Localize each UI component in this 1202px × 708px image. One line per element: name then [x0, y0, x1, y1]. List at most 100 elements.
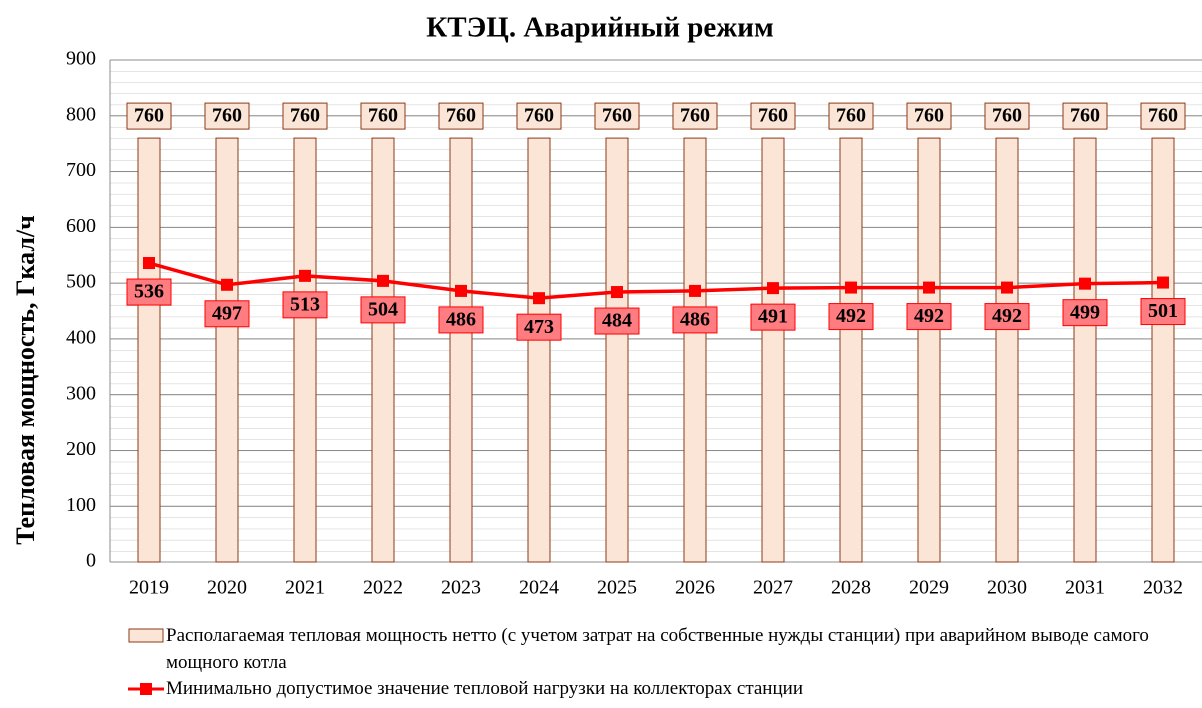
y-tick-label: 700: [66, 159, 96, 181]
data-label-box: [906, 102, 952, 130]
marker: [533, 292, 545, 305]
x-tick-label: 2026: [675, 577, 715, 599]
data-label: 513: [290, 293, 320, 315]
marker: [455, 284, 467, 297]
bar: [761, 137, 785, 563]
data-label: 760: [602, 105, 632, 127]
data-label: 760: [134, 105, 164, 127]
bar: [1151, 137, 1175, 563]
marker: [923, 281, 935, 294]
data-label-box: [360, 296, 406, 324]
bar: [449, 137, 473, 563]
bar: [995, 137, 1019, 563]
y-tick-label: 400: [66, 326, 96, 348]
marker: [1001, 281, 1013, 294]
data-label: 492: [914, 305, 944, 327]
data-label-box: [750, 303, 796, 331]
data-label: 760: [992, 105, 1022, 127]
data-label: 760: [368, 105, 398, 127]
data-label: 504: [368, 298, 398, 320]
data-label-box: [282, 102, 328, 130]
data-label: 760: [1148, 105, 1178, 127]
y-tick-label: 500: [66, 271, 96, 293]
data-label: 501: [1148, 300, 1178, 322]
minor-grid: [110, 60, 1202, 562]
data-label-box: [1062, 102, 1108, 130]
data-label: 760: [914, 105, 944, 127]
y-axis-label: Тепловая мощность, Гкал/ч: [11, 215, 40, 545]
x-tick-label: 2032: [1143, 577, 1183, 599]
bar: [1073, 137, 1097, 563]
bar: [371, 137, 395, 563]
data-label: 473: [524, 316, 554, 338]
data-label: 497: [212, 302, 242, 324]
data-label-box: [984, 102, 1030, 130]
bar: [293, 137, 317, 563]
x-tick-label: 2022: [363, 577, 403, 599]
data-label-box: [204, 102, 250, 130]
data-label: 760: [290, 105, 320, 127]
x-tick-label: 2031: [1065, 577, 1105, 599]
marker: [1079, 277, 1091, 290]
bar: [605, 137, 629, 563]
data-label-box: [438, 102, 484, 130]
data-label-box: [750, 102, 796, 130]
x-tick-label: 2028: [831, 577, 871, 599]
data-label-box: [1140, 102, 1186, 130]
x-tick-label: 2019: [129, 577, 169, 599]
legend-swatch: [128, 628, 164, 643]
legend-label: Располагаемая тепловая мощность нетто (с…: [166, 625, 1149, 673]
data-label: 486: [446, 309, 476, 331]
bar: [215, 137, 239, 563]
legend-swatch: [128, 683, 164, 695]
data-label-box: [906, 303, 952, 331]
data-label-box: [672, 306, 718, 334]
marker: [221, 278, 233, 291]
data-label-box: [594, 307, 640, 335]
marker: [767, 282, 779, 295]
data-label-box: [126, 102, 172, 130]
legend-label: Минимально допустимое значение тепловой …: [166, 678, 803, 699]
legend-entry: Располагаемая тепловая мощность нетто (с…: [128, 622, 1176, 676]
data-label: 492: [992, 305, 1022, 327]
data-label-box: [282, 291, 328, 319]
line: [148, 261, 1164, 300]
data-label-box: [672, 102, 718, 130]
marker: [299, 269, 311, 282]
data-label-box: [594, 102, 640, 130]
y-tick-label: 0: [86, 550, 96, 572]
y-tick-label: 900: [66, 48, 96, 70]
x-tick-label: 2029: [909, 577, 949, 599]
chart-title: КТЭЦ. Аварийный режим: [426, 12, 774, 44]
x-tick-label: 2025: [597, 577, 637, 599]
data-label-box: [360, 102, 406, 130]
data-label: 760: [212, 105, 242, 127]
y-tick-label: 300: [66, 382, 96, 404]
y-tick-label: 200: [66, 438, 96, 460]
x-tick-label: 2027: [753, 577, 793, 599]
marker: [611, 286, 623, 299]
data-label: 760: [758, 105, 788, 127]
bar: [683, 137, 707, 563]
marker: [377, 274, 389, 287]
data-label: 492: [836, 305, 866, 327]
data-label: 760: [446, 105, 476, 127]
data-label-box: [1140, 298, 1186, 326]
data-label-box: [204, 300, 250, 328]
marker: [689, 284, 701, 297]
data-label: 760: [680, 105, 710, 127]
data-label-box: [438, 306, 484, 334]
data-label: 536: [134, 281, 164, 303]
x-tick-label: 2030: [987, 577, 1027, 599]
data-label: 760: [524, 105, 554, 127]
data-label-box: [984, 303, 1030, 331]
x-tick-label: 2020: [207, 577, 247, 599]
data-label: 760: [1070, 105, 1100, 127]
y-tick-label: 100: [66, 494, 96, 516]
y-tick-label: 800: [66, 103, 96, 125]
bar: [917, 137, 941, 563]
data-label-box: [828, 102, 874, 130]
x-tick-label: 2021: [285, 577, 325, 599]
data-label-box: [126, 278, 172, 306]
